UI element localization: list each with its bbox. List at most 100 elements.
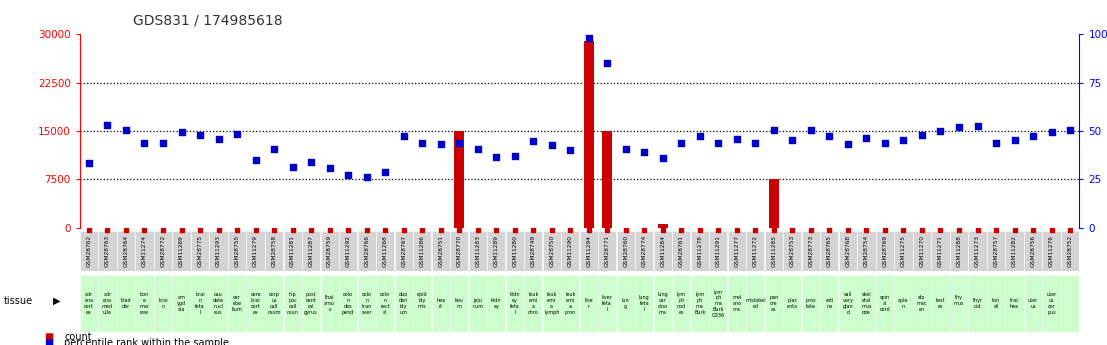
Bar xyxy=(432,275,449,332)
Bar xyxy=(339,275,358,332)
Text: GSM28752: GSM28752 xyxy=(1067,235,1073,267)
Bar xyxy=(1061,231,1079,271)
Text: thy
mus: thy mus xyxy=(954,295,964,312)
Text: GSM11283: GSM11283 xyxy=(475,235,480,267)
Bar xyxy=(801,231,820,271)
Bar xyxy=(1005,231,1024,271)
Text: thal
amu
s: thal amu s xyxy=(324,295,335,312)
Text: GSM11282: GSM11282 xyxy=(1012,235,1017,267)
Bar xyxy=(247,275,265,332)
Text: aple
n: aple n xyxy=(898,298,909,309)
Bar xyxy=(451,231,468,271)
Text: GSM28762: GSM28762 xyxy=(86,235,92,267)
Bar xyxy=(672,231,691,271)
Bar xyxy=(302,231,320,271)
Point xyxy=(876,140,893,146)
Bar xyxy=(768,179,779,228)
Text: GSM11291: GSM11291 xyxy=(716,235,721,267)
Point xyxy=(136,140,154,146)
Bar xyxy=(394,275,413,332)
Bar xyxy=(451,275,468,332)
Text: cer
ebe
llum: cer ebe llum xyxy=(231,295,242,312)
Point xyxy=(599,61,617,66)
Point xyxy=(192,132,209,138)
Text: ■: ■ xyxy=(44,333,53,342)
Text: duo
den
idy
um: duo den idy um xyxy=(399,293,408,315)
Point xyxy=(672,140,690,146)
Point xyxy=(765,127,783,132)
Bar xyxy=(969,231,986,271)
Bar xyxy=(1005,275,1024,332)
Text: pros
tate: pros tate xyxy=(806,298,816,309)
Text: GSM11277: GSM11277 xyxy=(734,235,739,267)
Bar xyxy=(209,275,228,332)
Text: GSM28772: GSM28772 xyxy=(161,235,166,267)
Text: GSM11272: GSM11272 xyxy=(753,235,758,267)
Bar xyxy=(913,275,931,332)
Point xyxy=(728,136,746,141)
Bar xyxy=(784,275,801,332)
Text: GSM28754: GSM28754 xyxy=(863,235,869,267)
Point xyxy=(283,164,301,169)
Bar xyxy=(542,275,561,332)
Text: plac
enta: plac enta xyxy=(787,298,798,309)
Bar xyxy=(727,275,746,332)
Text: GSM11279: GSM11279 xyxy=(254,235,258,267)
Bar xyxy=(506,231,524,271)
Point xyxy=(803,127,820,132)
Text: lym
ph
nod
es: lym ph nod es xyxy=(676,293,686,315)
Bar xyxy=(580,275,598,332)
Bar xyxy=(321,275,339,332)
Point xyxy=(784,137,801,143)
Bar xyxy=(561,231,579,271)
Text: GSM28761: GSM28761 xyxy=(679,235,684,267)
Text: GSM11270: GSM11270 xyxy=(920,235,924,267)
Bar xyxy=(784,231,801,271)
Text: hip
poc
call
osun: hip poc call osun xyxy=(287,293,299,315)
Bar xyxy=(358,231,375,271)
Text: GSM11273: GSM11273 xyxy=(975,235,980,267)
Text: GSM11278: GSM11278 xyxy=(697,235,702,267)
Bar xyxy=(99,275,116,332)
Text: epid
idy
mis: epid idy mis xyxy=(417,293,427,315)
Bar xyxy=(525,275,542,332)
Bar xyxy=(265,231,283,271)
Text: GSM11285: GSM11285 xyxy=(772,235,776,267)
Bar xyxy=(525,231,542,271)
Text: lym
ph
ma
Burk
G336: lym ph ma Burk G336 xyxy=(712,289,725,318)
Point xyxy=(894,137,912,143)
Text: GSM28767: GSM28767 xyxy=(401,235,406,267)
Point xyxy=(487,154,505,160)
Text: GSM11281: GSM11281 xyxy=(290,235,296,267)
Point xyxy=(580,35,598,40)
Text: GSM28749: GSM28749 xyxy=(530,235,536,267)
Text: reti
na: reti na xyxy=(825,298,834,309)
Text: GSM11288: GSM11288 xyxy=(956,235,962,267)
Text: lung
feta
l: lung feta l xyxy=(639,295,650,312)
Bar xyxy=(1024,231,1042,271)
Text: GSM28773: GSM28773 xyxy=(808,235,814,267)
Bar xyxy=(376,275,394,332)
Text: sali
vary
glan
d: sali vary glan d xyxy=(842,293,853,315)
Text: mel
ano
ma: mel ano ma xyxy=(732,295,742,312)
Point xyxy=(395,134,413,139)
Bar xyxy=(1061,275,1079,332)
Bar xyxy=(80,275,99,332)
Text: jeju
num: jeju num xyxy=(473,298,484,309)
Point xyxy=(247,157,265,163)
Bar xyxy=(154,231,172,271)
Bar xyxy=(154,275,172,332)
Bar xyxy=(969,275,986,332)
Bar xyxy=(950,275,968,332)
Text: GSM11274: GSM11274 xyxy=(142,235,147,267)
Bar xyxy=(691,231,708,271)
Point xyxy=(80,160,97,166)
Point xyxy=(913,132,931,138)
Bar xyxy=(658,225,668,228)
Text: GSM28769: GSM28769 xyxy=(882,235,888,267)
Bar xyxy=(283,231,301,271)
Text: ton
sil: ton sil xyxy=(992,298,1000,309)
Bar xyxy=(376,231,394,271)
Bar xyxy=(617,275,634,332)
Bar xyxy=(987,275,1005,332)
